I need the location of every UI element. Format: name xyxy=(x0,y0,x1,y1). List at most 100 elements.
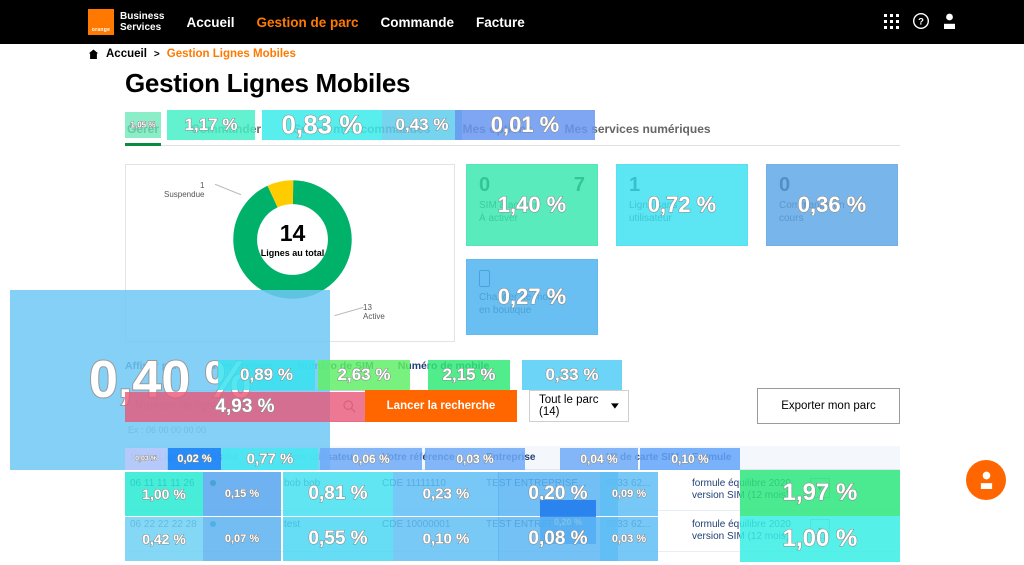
table-header-row: N° de Ligne Statut Nom utilisateur Votre… xyxy=(125,446,900,470)
tab-suivre-mes-commandes[interactable]: Suivre mes commandes xyxy=(293,122,431,136)
col-header-formule[interactable]: Formule xyxy=(692,452,732,463)
search-icon[interactable] xyxy=(343,399,356,413)
lines-donut-card: 1 Suspendue 13 Active 14 Lignes au total xyxy=(125,164,455,342)
cell-numero-sim: 8933 62... xyxy=(606,519,651,530)
filter-label-affiner: Affiner par : xyxy=(125,360,185,372)
breadcrumb-home[interactable]: Accueil xyxy=(106,48,147,60)
filter-option-numero-sim[interactable]: Numéro de SIM xyxy=(297,360,374,372)
cell-statut xyxy=(205,470,279,510)
col-header-numero-sim[interactable]: N° de carte SIM xyxy=(606,452,679,463)
brand-text: Business Services xyxy=(120,11,165,33)
tab-commander[interactable]: Commander xyxy=(191,122,262,136)
stat-sim-numbers: 0 7 xyxy=(479,174,585,196)
row-action-dropdown[interactable]: ▾ xyxy=(810,519,830,539)
status-dot-icon xyxy=(210,521,216,527)
donut-label-active: 13 Active xyxy=(363,303,385,321)
stat-ligne-line2: utilisateur xyxy=(629,213,672,224)
breadcrumb: Accueil > Gestion Lignes Mobiles xyxy=(88,48,296,60)
breadcrumb-current: Gestion Lignes Mobiles xyxy=(166,48,296,60)
filter-bar: Affiner par : Nom prénom Numéro de SIM N… xyxy=(125,360,625,386)
apps-grid-icon[interactable] xyxy=(884,13,899,29)
col-header-numero-ligne[interactable]: N° de Ligne xyxy=(130,452,186,463)
phone-icon xyxy=(479,270,490,287)
top-navigation-bar: orange Business Services Accueil Gestion… xyxy=(0,0,1024,44)
cell-entreprise: TEST ENTREPRISE... xyxy=(486,478,587,489)
orange-logo-icon: orange xyxy=(88,9,114,35)
main-nav: Accueil Gestion de parc Commande Facture xyxy=(186,15,524,30)
filter-option-numero-mobile[interactable]: Numéro de mobile xyxy=(397,360,490,372)
status-dot-icon xyxy=(210,480,216,486)
stat-boutique-line1: Changer de mobile xyxy=(479,292,564,303)
cell-formule: formule équilibre 2020 version SIM (12 m… xyxy=(692,519,791,542)
scope-select[interactable]: Tout le parc (14) xyxy=(529,390,629,422)
stat-commande-count: 0 xyxy=(779,174,791,196)
scope-select-value: Tout le parc (14) xyxy=(539,394,599,418)
col-header-statut[interactable]: Statut xyxy=(210,452,239,463)
donut-svg xyxy=(233,180,352,299)
home-icon[interactable] xyxy=(88,49,99,60)
donut-chart: 14 Lignes au total xyxy=(230,177,355,302)
cell-actions: ▾ xyxy=(805,511,900,551)
stat-card-changer-de-mobile[interactable]: Changer de mobile en boutique xyxy=(466,259,598,335)
cell-statut xyxy=(205,511,279,551)
stat-commande-line2: cours xyxy=(779,213,804,224)
page-title: Gestion Lignes Mobiles xyxy=(125,68,411,98)
svg-text:?: ? xyxy=(918,17,924,28)
tab-mes-options[interactable]: Mes options xyxy=(462,122,533,136)
tab-strip: Gérer Commander Suivre mes commandes Mes… xyxy=(125,110,900,146)
export-button[interactable]: Exporter mon parc xyxy=(757,388,900,424)
col-header-votre-reference[interactable]: Votre référence xyxy=(382,452,455,463)
nav-item-facture[interactable]: Facture xyxy=(476,14,525,30)
row-action-dropdown[interactable]: ▾ xyxy=(810,478,830,498)
stat-ligne-line1: Ligne sans xyxy=(629,200,678,211)
nav-item-gestion-de-parc[interactable]: Gestion de parc xyxy=(256,14,359,30)
table-row[interactable]: 06 22 22 22 28 test CDE 10000001 TEST EN… xyxy=(125,511,900,552)
col-header-entreprise[interactable]: Entreprise xyxy=(486,452,536,463)
cell-nom-utilisateur: test xyxy=(284,519,301,530)
cell-entreprise: TEST ENTREPRISE... xyxy=(486,519,587,530)
stat-card-commande-en-cours[interactable]: 0 Commande en cours xyxy=(766,164,898,246)
lines-table: N° de Ligne Statut Nom utilisateur Votre… xyxy=(125,446,900,552)
stat-sim-line1: SIM à activer xyxy=(479,200,538,211)
donut-slice-active xyxy=(233,180,352,299)
cell-votre-reference: CDE 11111110 xyxy=(382,478,446,489)
search-hint: Ex : 06 00 00 00 00 xyxy=(128,425,207,435)
nav-item-accueil[interactable]: Accueil xyxy=(186,14,235,30)
user-icon[interactable] xyxy=(943,13,956,29)
topbar-icon-group: ? xyxy=(884,13,956,29)
filter-option-nom-prenom[interactable]: Nom prénom xyxy=(208,360,274,372)
col-header-nom-utilisateur[interactable]: Nom utilisateur xyxy=(284,452,357,463)
info-person-icon xyxy=(980,471,992,489)
brand-logo[interactable]: orange Business Services xyxy=(88,9,164,35)
table-row[interactable]: 06 11 11 11 26 bob bob CDE 11111110 TEST… xyxy=(125,470,900,511)
cell-nom-utilisateur: bob bob xyxy=(284,478,321,489)
search-input[interactable]: Numéro de ligne xyxy=(125,390,365,422)
stat-ligne-count: 1 xyxy=(629,174,641,196)
floating-info-button[interactable] xyxy=(966,460,1006,500)
tab-mes-services-numeriques[interactable]: Mes services numériques xyxy=(564,122,711,136)
stat-card-sim-a-activer[interactable]: 0 7 SIM à activer À activer xyxy=(466,164,598,246)
cell-votre-reference: CDE 10000001 xyxy=(382,519,451,530)
nav-item-commande[interactable]: Commande xyxy=(380,14,455,30)
cell-numero-ligne: 06 11 11 11 26 xyxy=(130,478,195,489)
stat-card-ligne-sans-utilisateur[interactable]: 1 Ligne sans utilisateur xyxy=(616,164,748,246)
chevron-down-icon xyxy=(611,403,619,409)
breadcrumb-separator: > xyxy=(153,48,160,60)
col-header-actions xyxy=(805,446,900,469)
stat-commande-line1: Commande en xyxy=(779,200,845,211)
stat-boutique-line2: en boutique xyxy=(479,305,532,316)
table-body: 06 11 11 11 26 bob bob CDE 11111110 TEST… xyxy=(125,470,900,552)
cell-actions: ▾ xyxy=(805,470,900,510)
tab-gerer[interactable]: Gérer xyxy=(125,122,175,146)
cell-formule: formule équilibre 2020 version SIM (12 m… xyxy=(692,478,791,501)
search-placeholder: Numéro de ligne xyxy=(135,400,220,412)
help-icon[interactable]: ? xyxy=(913,13,929,29)
donut-center-label: 14 Lignes au total xyxy=(260,219,325,258)
donut-slice-suspendue xyxy=(233,180,352,299)
cell-numero-ligne: 06 22 22 22 28 xyxy=(130,519,197,530)
search-button[interactable]: Lancer la recherche xyxy=(365,390,517,422)
donut-leader-line-active xyxy=(334,306,364,317)
search-row: Numéro de ligne Lancer la recherche Tout… xyxy=(125,390,629,422)
donut-label-suspendue: 1 Suspendue xyxy=(164,181,205,199)
